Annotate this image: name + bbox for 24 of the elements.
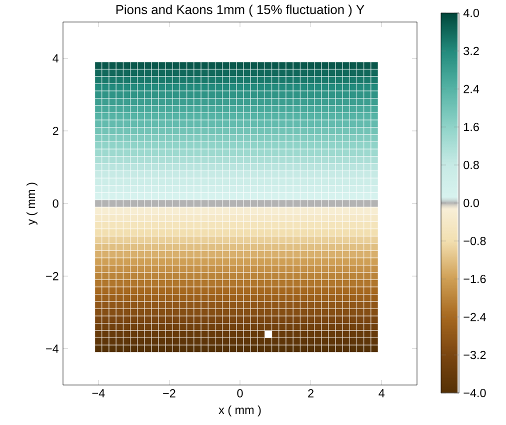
y-tick-label: −2 bbox=[46, 272, 58, 280]
color-bar-label: −2.4 bbox=[464, 312, 486, 322]
x-tick-label: −4 bbox=[92, 389, 105, 398]
color-bar-label: −1.6 bbox=[464, 274, 486, 284]
x-tick-label: 4 bbox=[378, 389, 385, 398]
x-tick-label: 0 bbox=[237, 389, 243, 398]
y-tick-label: 2 bbox=[52, 126, 58, 135]
y-tick-label: 0 bbox=[52, 199, 58, 208]
color-bar-label: −0.8 bbox=[464, 236, 486, 246]
color-bar-label: 2.4 bbox=[464, 84, 480, 94]
y-axis-title: y ( mm ) bbox=[26, 182, 38, 225]
x-tick-label: −2 bbox=[163, 389, 176, 398]
color-bar-label: 0.8 bbox=[464, 160, 479, 170]
y-tick-label: −4 bbox=[46, 344, 59, 353]
chart-title: Pions and Kaons 1mm ( 15% fluctuation ) Y bbox=[116, 4, 364, 17]
y-tick-label: 4 bbox=[52, 54, 59, 62]
color-bar-label: −3.2 bbox=[464, 350, 486, 360]
color-bar-label: 3.2 bbox=[464, 46, 479, 56]
color-bar-label: 0.0 bbox=[464, 198, 479, 208]
color-bar-label: −4.0 bbox=[464, 388, 486, 398]
x-tick-label: 2 bbox=[308, 389, 314, 398]
color-bar-label: 1.6 bbox=[464, 122, 479, 132]
color-bar-label: 4.0 bbox=[463, 8, 479, 18]
x-axis-title: x ( mm ) bbox=[218, 405, 261, 416]
